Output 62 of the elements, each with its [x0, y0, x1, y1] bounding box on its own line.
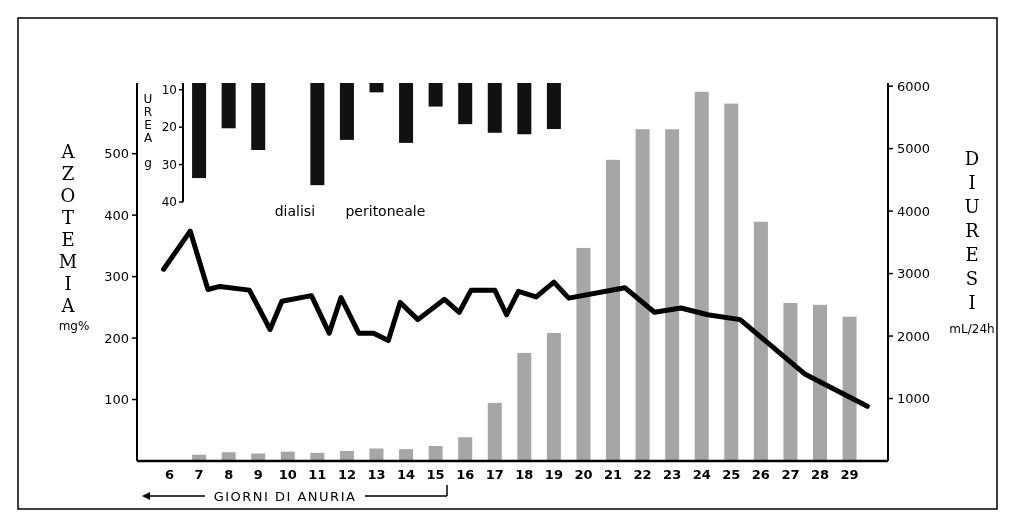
y2-tick-label: 3000 [897, 266, 931, 282]
y-tick-label: 500 [104, 146, 129, 162]
text: AZOTEMIA mg% [58, 141, 90, 333]
x-tick-label: 23 [663, 467, 682, 482]
x-tick-label: 15 [426, 467, 445, 482]
bar [635, 129, 650, 461]
x-tick-label: 21 [603, 467, 623, 482]
bar [458, 437, 473, 461]
x-tick-label: 13 [367, 467, 386, 482]
y3-tick-label: 30 [161, 157, 177, 172]
bar [517, 352, 532, 461]
y-tick-label: 400 [104, 207, 129, 223]
bar [813, 304, 827, 461]
x-tick-label: 24 [692, 467, 711, 482]
bar [724, 103, 739, 461]
y-tick-label: 300 [104, 269, 129, 285]
x-tick-label: 26 [751, 467, 770, 482]
y-tick-label: 100 [104, 392, 129, 408]
x-tick-label: 18 [515, 467, 534, 482]
bar [694, 91, 709, 461]
x-tick-label: 7 [194, 467, 204, 482]
x-axis-title: GIORNI DI ANURIA [213, 489, 357, 504]
x-tick-label: 8 [224, 467, 234, 482]
y3-axis-title: UREA g [143, 92, 153, 170]
bar [546, 332, 561, 461]
bar [783, 302, 798, 461]
bar [221, 452, 236, 461]
y3-tick-label: 40 [161, 195, 177, 210]
annotation: dialisi peritoneale [274, 203, 426, 219]
y2-tick-label: 1000 [897, 391, 931, 407]
y2-tick-label: 6000 [897, 78, 931, 94]
y3-tick-label: 20 [161, 120, 177, 135]
x-tick-label: 9 [253, 467, 263, 482]
bar [753, 221, 768, 461]
y-tick-label: 200 [104, 330, 129, 346]
x-tick-label: 22 [633, 467, 652, 482]
bar [399, 449, 414, 461]
bar [339, 451, 354, 461]
x-tick-label: 16 [456, 467, 475, 482]
bar [428, 446, 443, 461]
x-tick-label: 12 [337, 467, 356, 482]
x-tick-label: 20 [574, 467, 593, 482]
y2-tick-label: 2000 [897, 328, 931, 344]
x-tick-label: 14 [397, 467, 416, 482]
y2-tick-label: 4000 [897, 203, 931, 219]
bar [665, 129, 680, 461]
x-tick-label: 17 [485, 467, 504, 482]
y3-tick-label: 10 [161, 82, 177, 97]
x-tick-label: 11 [308, 467, 327, 482]
x-tick-label: 19 [544, 467, 563, 482]
bar [576, 247, 591, 461]
x-tick-label: 25 [722, 467, 741, 482]
bar [606, 159, 621, 461]
x-tick-label: 6 [165, 467, 175, 482]
bar [487, 402, 502, 461]
y2-tick-label: 5000 [897, 141, 931, 157]
x-tick-label: 29 [840, 467, 859, 482]
x-tick-label: 10 [278, 467, 297, 482]
y2-axis-title: DIURESI mL/24h [949, 148, 995, 336]
x-tick-label: 27 [781, 467, 800, 482]
x-tick-label: 28 [810, 467, 830, 482]
bar [842, 316, 857, 461]
